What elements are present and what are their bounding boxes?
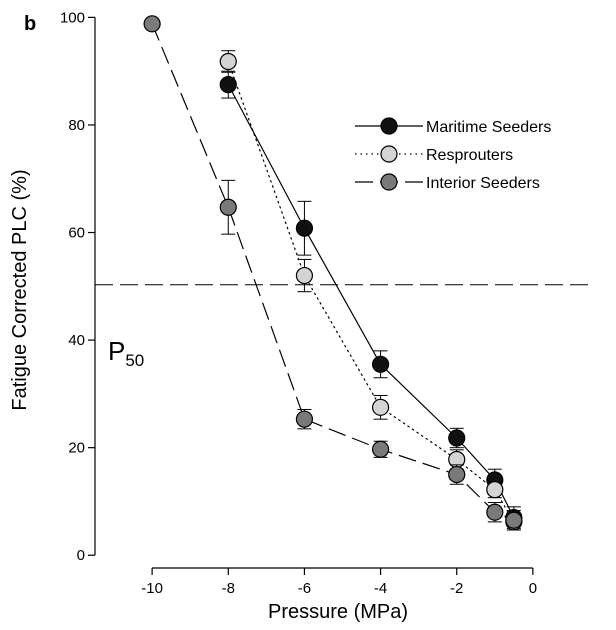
y-tick-label: 80: [68, 117, 85, 134]
x-tick-label: -8: [222, 580, 235, 597]
x-tick-label: -10: [141, 580, 163, 597]
data-point: [219, 76, 237, 94]
y-axis-title: Fatigue Corrected PLC (%): [9, 169, 31, 410]
data-point: [295, 219, 314, 237]
y-tick-label: 100: [60, 9, 85, 26]
legend-label: Maritime Seeders: [426, 119, 551, 136]
data-point: [219, 198, 237, 216]
x-tick-label: -4: [374, 580, 387, 597]
y-tick-label: 60: [68, 225, 85, 242]
data-point: [371, 355, 390, 373]
x-tick-label: 0: [529, 580, 537, 597]
data-point: [448, 465, 466, 484]
y-tick-label: 0: [77, 547, 85, 564]
data-point: [219, 52, 237, 71]
data-point: [448, 429, 466, 447]
data-point: [505, 511, 523, 529]
x-tick-label: -2: [450, 580, 463, 597]
series-interior-seeders: [143, 15, 523, 531]
y-tick-label: 20: [68, 440, 85, 457]
series-line: [227, 60, 515, 523]
y-tick-label: 40: [68, 332, 85, 349]
x-axis-title: Pressure (MPa): [268, 601, 408, 623]
legend-label: Interior Seeders: [426, 175, 540, 192]
series-group: [143, 15, 523, 531]
p50-main: P: [108, 336, 125, 366]
data-point: [295, 410, 314, 428]
data-point: [486, 503, 504, 521]
legend-marker: [380, 117, 398, 135]
panel-label: b: [24, 13, 36, 35]
p50-subscript: 50: [125, 351, 144, 370]
x-tick-label: -6: [298, 580, 311, 597]
axes: 0 20 40 60 80 100 -10 -8 -6 -4 -2 0: [60, 9, 537, 597]
legend-marker: [380, 173, 398, 191]
data-point: [371, 398, 390, 416]
legend: Maritime Seeders Resprouters Interior Seed…: [355, 117, 551, 192]
legend-label: Resprouters: [426, 147, 513, 164]
p50-annotation: P50: [108, 336, 144, 370]
data-point: [371, 440, 390, 458]
series-maritime-seeders: [219, 70, 523, 529]
data-point: [143, 15, 161, 33]
data-point: [295, 266, 314, 285]
data-point: [486, 481, 504, 499]
legend-marker: [380, 145, 398, 163]
